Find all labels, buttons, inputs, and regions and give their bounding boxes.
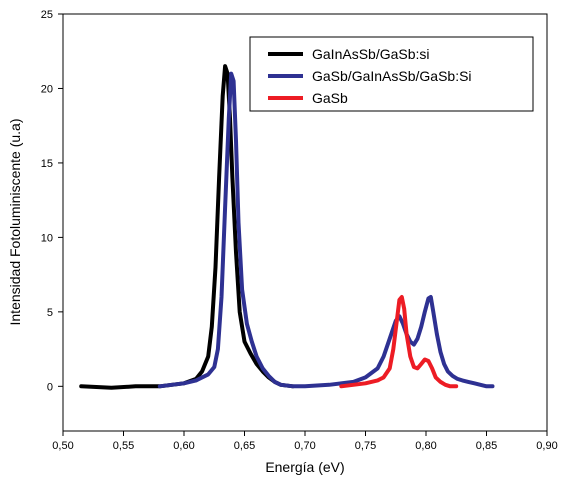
series-line-2 [339,295,459,389]
y-tick-label: 15 [41,158,53,170]
x-tick-label: 0,85 [476,440,497,452]
x-tick-label: 0,75 [355,440,376,452]
x-tick-label: 0,50 [52,440,73,452]
series-layer [79,64,495,390]
x-axis-label: Energía (eV) [265,459,344,475]
series-line-1 [157,71,495,389]
legend-label-0: GaInAsSb/GaSb:si [312,46,430,62]
y-axis-label: Intensidad Fotoluminiscente (u.a) [7,119,23,326]
legend: GaInAsSb/GaSb:si GaSb/GaInAsSb/GaSb:Si G… [249,36,534,112]
legend-label-2: GaSb [312,90,348,106]
x-tick-label: 0,60 [173,440,194,452]
y-tick-label: 10 [41,232,53,244]
series-line-0 [79,64,295,390]
x-tick-label: 0,80 [415,440,436,452]
y-tick-label: 5 [47,307,53,319]
x-tick-label: 0,70 [294,440,315,452]
axis-ticks: 0,50 0,55 0,60 0,65 0,70 0,75 0,80 0,85 0,90 0 5 10… [41,9,558,452]
y-tick-label: 0 [47,381,53,393]
y-tick-label: 25 [41,9,53,21]
legend-label-1: GaSb/GaInAsSb/GaSb:Si [312,68,472,84]
x-tick-label: 0,65 [234,440,255,452]
x-tick-label: 0,55 [113,440,134,452]
y-tick-label: 20 [41,83,53,95]
x-tick-label: 0,90 [536,440,557,452]
